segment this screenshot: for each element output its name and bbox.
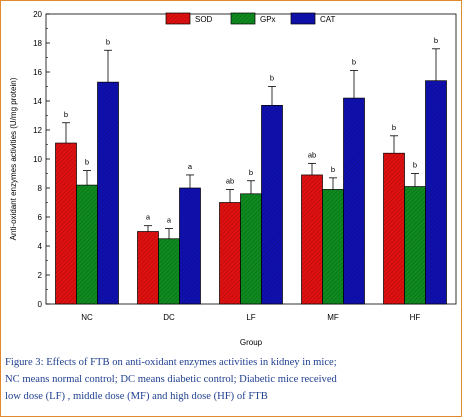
bar-chart: 0 2 4 6 8 10 12 14 16 18 20 NC DC LF MF HF b b b a a a ab b b a…	[9, 10, 457, 347]
significance-label: b	[64, 110, 68, 119]
y-tick-label: 8	[38, 184, 43, 193]
bar-sod	[55, 142, 77, 305]
x-tick-label: LF	[246, 313, 255, 322]
bar-sod	[137, 231, 159, 305]
y-tick-label: 14	[33, 97, 42, 106]
significance-label: b	[413, 161, 417, 170]
bar-cat	[425, 80, 447, 305]
significance-label: b	[270, 74, 274, 83]
bar-cat	[97, 81, 119, 305]
significance-label: b	[106, 37, 110, 46]
bar-gpx	[76, 184, 98, 305]
bar-gpx	[322, 189, 344, 305]
significance-label: a	[167, 216, 172, 225]
significance-label: b	[392, 123, 396, 132]
y-tick-label: 20	[33, 10, 42, 19]
legend-label-sod: SOD	[195, 15, 213, 24]
bar-cat	[261, 104, 283, 305]
legend-label-gpx: GPx	[260, 15, 276, 24]
bar-gpx	[158, 238, 180, 305]
y-tick-label: 4	[38, 242, 43, 251]
bar-sod	[219, 202, 241, 305]
legend-swatch-gpx	[230, 12, 256, 25]
x-tick-label: DC	[163, 313, 175, 322]
y-axis-title: Anti-oxidant enzymes activities (U/mg pr…	[9, 77, 18, 240]
bar-sod	[301, 174, 323, 305]
legend: SOD GPx CAT	[165, 12, 336, 25]
x-tick-label: HF	[410, 313, 421, 322]
caption-line: Figure 3: Effects of FTB on anti-oxidant…	[5, 357, 337, 368]
significance-label: a	[146, 213, 151, 222]
y-tick-label: 12	[33, 126, 42, 135]
legend-swatch-cat	[290, 12, 316, 25]
legend-swatch-sod	[165, 12, 191, 25]
y-tick-label: 6	[38, 213, 43, 222]
significance-label: ab	[308, 150, 316, 159]
significance-label: ab	[226, 176, 234, 185]
bar-sod	[383, 152, 405, 305]
bar-gpx	[404, 186, 426, 305]
legend-label-cat: CAT	[320, 15, 336, 24]
figure-caption: Figure 3: Effects of FTB on anti-oxidant…	[5, 354, 459, 405]
significance-label: a	[188, 162, 193, 171]
y-tick-label: 16	[33, 68, 42, 77]
y-tick-label: 10	[33, 155, 42, 164]
y-axis: 0 2 4 6 8 10 12 14 16 18 20	[33, 10, 50, 309]
bars: b b b a a a ab b b ab b b b b b	[55, 36, 447, 305]
significance-label: b	[249, 168, 253, 177]
caption-line: NC means normal control; DC means diabet…	[5, 374, 337, 385]
y-tick-label: 0	[38, 300, 43, 309]
x-tick-label: MF	[327, 313, 339, 322]
bar-cat	[343, 97, 365, 305]
significance-label: b	[352, 58, 356, 67]
x-tick-label: NC	[81, 313, 93, 322]
x-axis-title: Group	[240, 338, 263, 347]
bar-gpx	[240, 193, 262, 305]
bar-cat	[179, 187, 201, 305]
caption-line: low dose (LF) , middle dose (MF) and hig…	[5, 391, 268, 402]
y-tick-label: 18	[33, 39, 42, 48]
y-tick-label: 2	[38, 271, 43, 280]
significance-label: b	[434, 36, 438, 45]
significance-label: b	[85, 158, 89, 167]
significance-label: b	[331, 165, 335, 174]
